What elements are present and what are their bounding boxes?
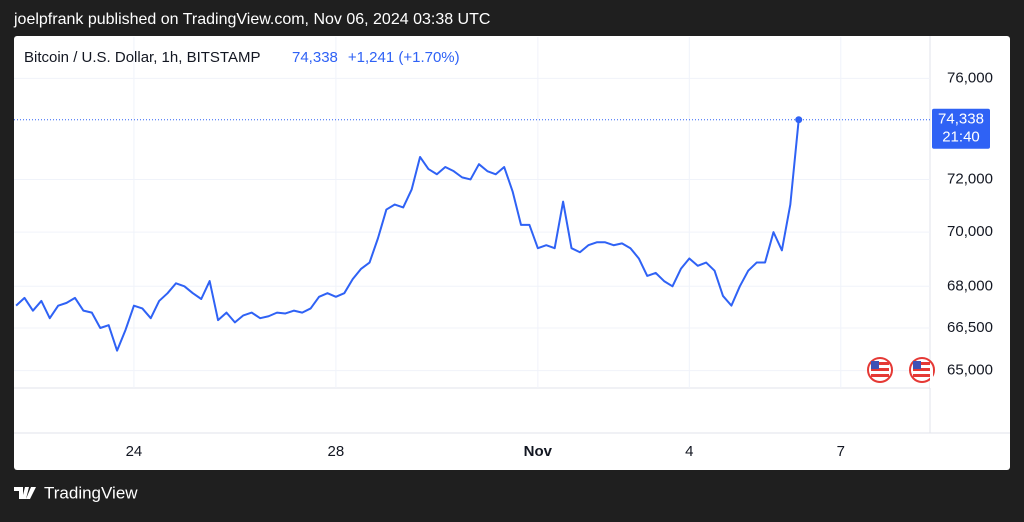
y-tick-label: 68,000 (947, 277, 993, 294)
event-icon (867, 357, 893, 383)
chart-pane (14, 36, 1010, 470)
x-tick-label: 4 (685, 443, 693, 460)
price-line (15, 119, 800, 352)
brand-name: TradingView (44, 483, 138, 502)
header-last-price: 74,338 (292, 49, 338, 66)
header-change: +1,241 (+1.70%) (348, 49, 460, 66)
y-tick-label: 72,000 (947, 170, 993, 187)
y-tick-label: 66,500 (947, 319, 993, 336)
x-tick-label: 24 (126, 443, 143, 460)
price-label-box (932, 108, 990, 149)
y-tick-label: 76,000 (947, 69, 993, 86)
plot (14, 116, 930, 352)
chart-title: Bitcoin / U.S. Dollar, 1h, BITSTAMP (24, 49, 260, 66)
grid (14, 37, 930, 388)
y-tick-label: 70,000 (947, 223, 993, 240)
x-tick-label: 28 (328, 443, 345, 460)
brand-logo (14, 487, 36, 499)
publisher-line: joelpfrank published on TradingView.com,… (13, 11, 490, 28)
price-label: 74,338 (938, 111, 984, 128)
last-point (795, 116, 803, 124)
x-tick-label: 7 (837, 443, 845, 460)
icon-mask (930, 370, 933, 388)
event-icon (909, 357, 935, 383)
y-tick-label: 65,000 (947, 362, 993, 379)
x-tick-label: Nov (524, 443, 553, 460)
countdown-label: 21:40 (942, 129, 980, 146)
axes: 65,000 66,500 68,000 70,000 72,000 76,000 24 28… (126, 69, 993, 460)
